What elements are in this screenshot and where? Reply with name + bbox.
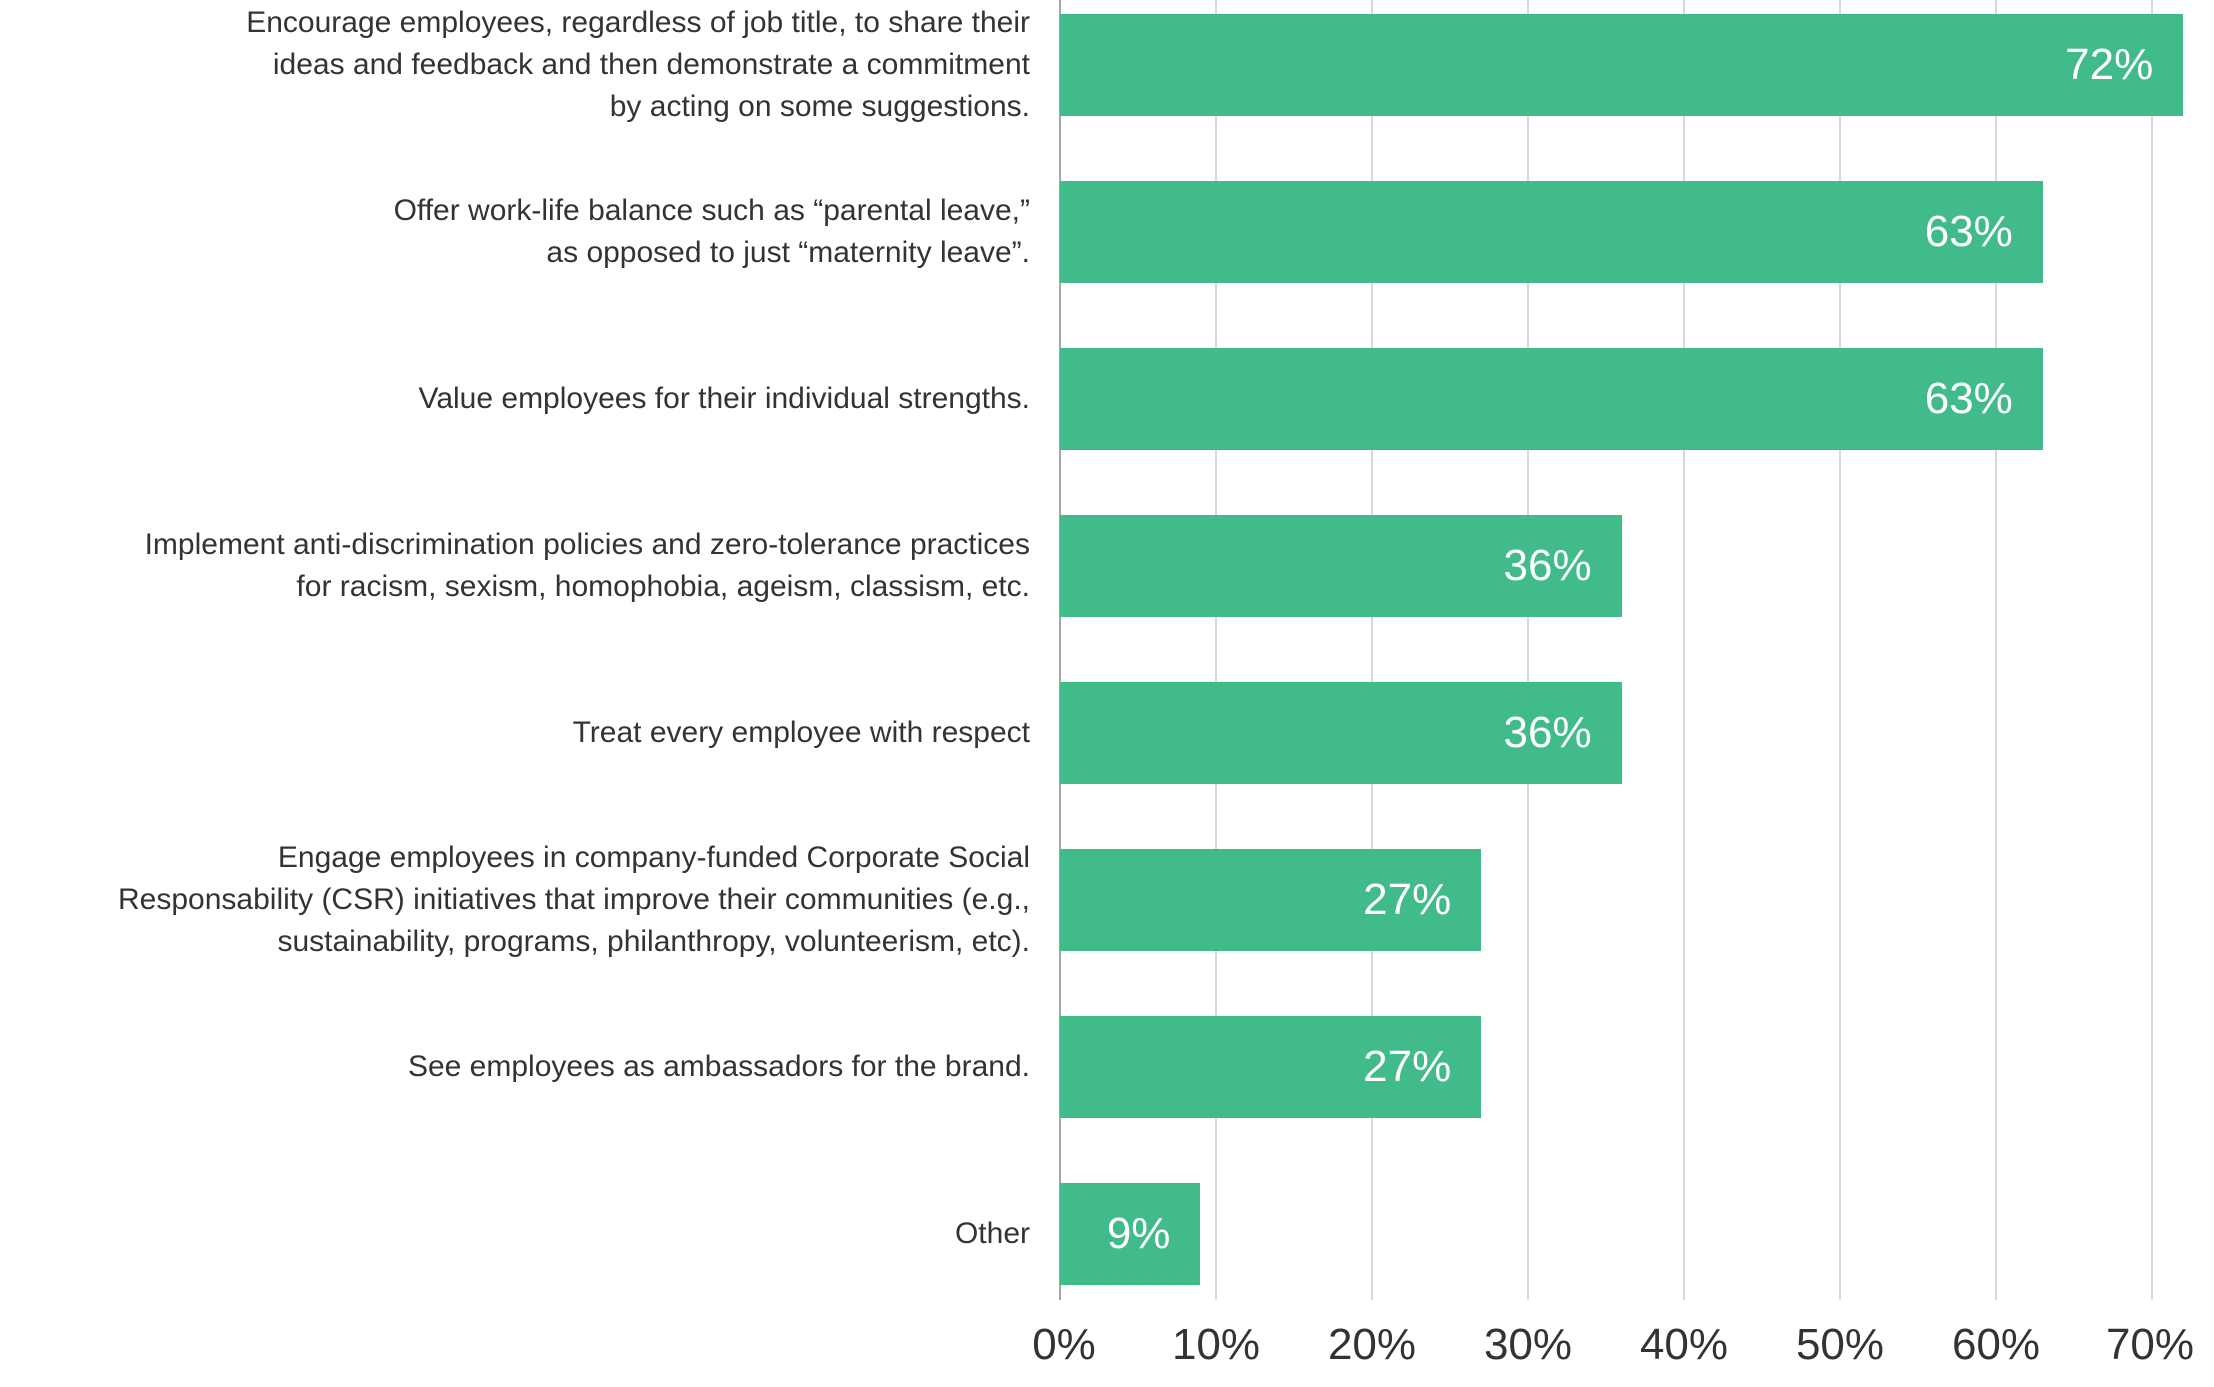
gridline bbox=[1527, 0, 1529, 1300]
bar-value-label: 63% bbox=[1924, 374, 2013, 423]
bar bbox=[1060, 849, 1482, 951]
x-tick-label: 10% bbox=[1171, 1320, 1261, 1369]
bar-value-label: 27% bbox=[1363, 875, 1452, 924]
x-tick-label: 0% bbox=[1032, 1320, 1096, 1369]
x-tick-label: 30% bbox=[1483, 1320, 1573, 1369]
bar bbox=[1060, 14, 2184, 116]
gridline bbox=[1839, 0, 1841, 1300]
category-label: Value employees for their individual str… bbox=[418, 382, 1030, 415]
gridline bbox=[1371, 0, 1373, 1300]
bar-value-label: 36% bbox=[1503, 708, 1592, 757]
bar-value-label: 72% bbox=[2065, 40, 2154, 89]
category-label: Treat every employee with respect bbox=[572, 716, 1030, 749]
bar bbox=[1060, 682, 1622, 784]
category-label: Encourage employees, regardless of job t… bbox=[246, 6, 1030, 123]
gridline bbox=[1215, 0, 1217, 1300]
x-tick-label: 20% bbox=[1327, 1320, 1417, 1369]
bar-value-label: 9% bbox=[1106, 1209, 1171, 1258]
bar bbox=[1060, 348, 2043, 450]
bar bbox=[1060, 1183, 1201, 1285]
bar bbox=[1060, 181, 2043, 283]
gridline bbox=[2151, 0, 2153, 1300]
bar bbox=[1060, 515, 1622, 617]
bar bbox=[1060, 1016, 1482, 1118]
bar-value-label: 36% bbox=[1503, 541, 1592, 590]
x-tick-label: 70% bbox=[2105, 1320, 2195, 1369]
gridline bbox=[1683, 0, 1685, 1300]
category-label: See employees as ambassadors for the bra… bbox=[407, 1050, 1030, 1083]
category-label: Other bbox=[954, 1217, 1030, 1250]
x-axis-baseline bbox=[1059, 0, 1061, 1300]
bar-value-label: 27% bbox=[1363, 1042, 1452, 1091]
gridline bbox=[1995, 0, 1997, 1300]
category-label: Implement anti-discrimination policies a… bbox=[144, 528, 1030, 603]
bar-value-label: 63% bbox=[1924, 207, 2013, 256]
x-tick-label: 60% bbox=[1951, 1320, 2041, 1369]
category-label: Offer work-life balance such as “parenta… bbox=[393, 194, 1030, 269]
x-tick-label: 50% bbox=[1795, 1320, 1885, 1369]
category-label: Engage employees in company-funded Corpo… bbox=[118, 841, 1030, 958]
x-tick-label: 40% bbox=[1639, 1320, 1729, 1369]
